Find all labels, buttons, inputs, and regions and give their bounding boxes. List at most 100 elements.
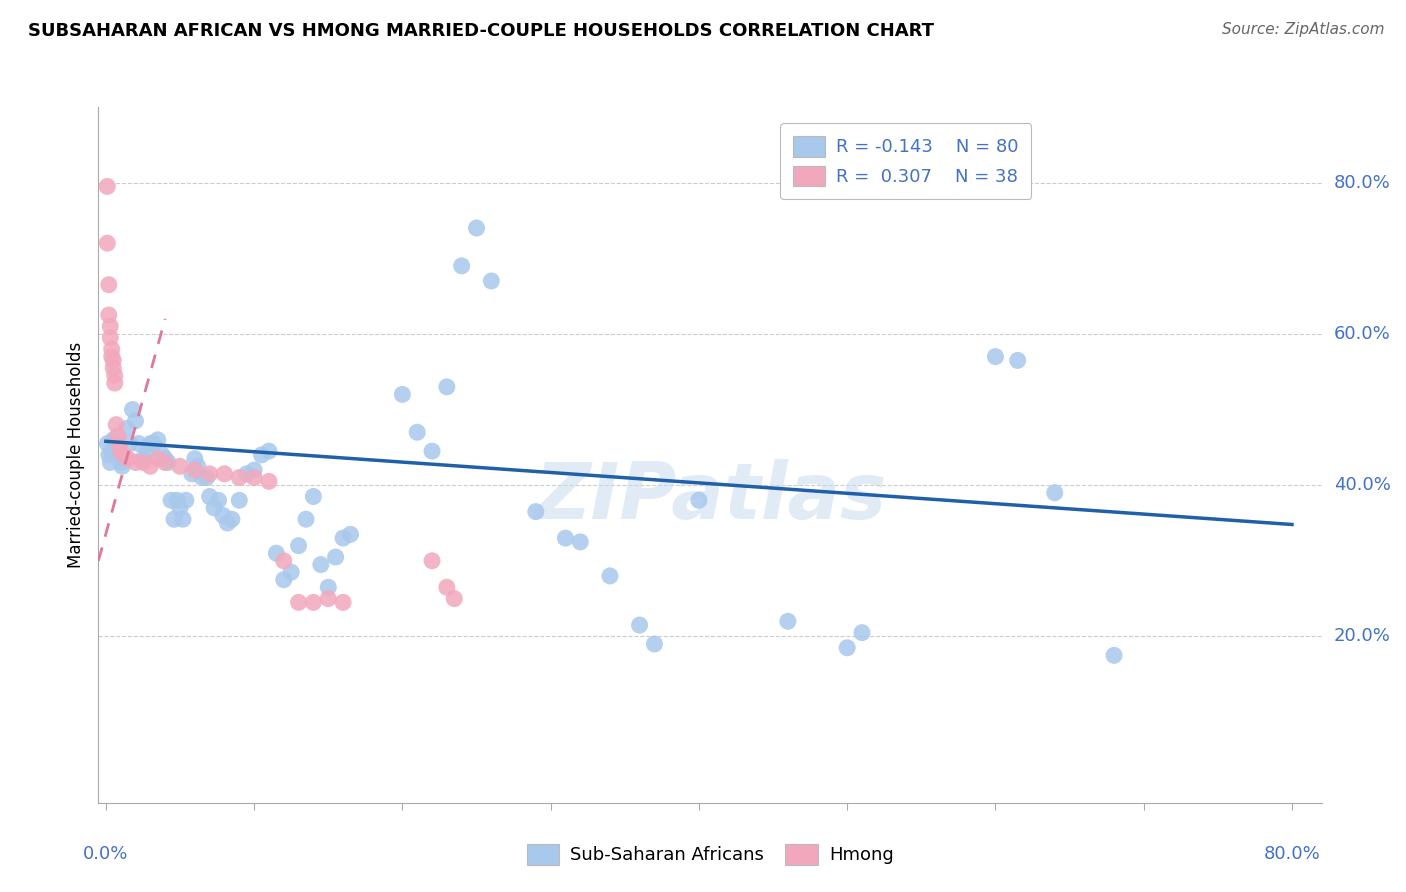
- Point: [127, 436, 149, 450]
- Point: [202, 500, 225, 515]
- Point: [273, 573, 295, 587]
- Point: [266, 546, 288, 560]
- Point: [121, 402, 143, 417]
- Point: [1102, 648, 1125, 663]
- Point: [325, 549, 347, 564]
- Point: [302, 595, 325, 609]
- Point: [108, 451, 131, 466]
- Point: [111, 459, 134, 474]
- Point: [110, 444, 132, 458]
- Point: [146, 451, 169, 466]
- Point: [153, 451, 176, 466]
- Point: [184, 463, 207, 477]
- Point: [132, 455, 155, 469]
- Point: [851, 625, 873, 640]
- Point: [339, 527, 361, 541]
- Point: [287, 595, 309, 609]
- Point: [1043, 485, 1066, 500]
- Point: [112, 448, 135, 462]
- Point: [443, 591, 465, 606]
- Point: [436, 380, 458, 394]
- Point: [217, 516, 239, 530]
- Point: [465, 221, 488, 235]
- Point: [139, 436, 162, 450]
- Point: [273, 554, 295, 568]
- Text: 60.0%: 60.0%: [1334, 325, 1391, 343]
- Point: [108, 436, 131, 450]
- Point: [150, 448, 173, 462]
- Point: [406, 425, 429, 440]
- Point: [187, 459, 209, 474]
- Point: [100, 350, 122, 364]
- Point: [157, 455, 180, 469]
- Point: [98, 331, 121, 345]
- Point: [100, 342, 122, 356]
- Point: [257, 475, 280, 489]
- Point: [628, 618, 651, 632]
- Point: [169, 500, 191, 515]
- Point: [105, 448, 128, 462]
- Point: [132, 451, 155, 466]
- Point: [198, 490, 221, 504]
- Text: 20.0%: 20.0%: [1334, 627, 1391, 646]
- Point: [97, 277, 120, 292]
- Point: [302, 490, 325, 504]
- Point: [103, 353, 125, 368]
- Point: [103, 360, 125, 375]
- Point: [169, 459, 191, 474]
- Point: [420, 554, 443, 568]
- Text: Source: ZipAtlas.com: Source: ZipAtlas.com: [1222, 22, 1385, 37]
- Point: [136, 444, 159, 458]
- Point: [221, 512, 243, 526]
- Point: [139, 459, 162, 474]
- Point: [309, 558, 332, 572]
- Point: [287, 539, 309, 553]
- Text: 80.0%: 80.0%: [1264, 845, 1320, 863]
- Point: [524, 505, 547, 519]
- Point: [104, 376, 127, 390]
- Point: [391, 387, 413, 401]
- Text: 80.0%: 80.0%: [1334, 174, 1391, 192]
- Point: [160, 493, 183, 508]
- Point: [98, 319, 121, 334]
- Point: [107, 444, 129, 458]
- Text: ZIPatlas: ZIPatlas: [534, 458, 886, 534]
- Point: [124, 414, 146, 428]
- Point: [316, 580, 339, 594]
- Point: [554, 531, 576, 545]
- Point: [280, 565, 302, 579]
- Text: 40.0%: 40.0%: [1334, 476, 1391, 494]
- Point: [569, 534, 592, 549]
- Point: [142, 436, 165, 450]
- Point: [118, 436, 141, 450]
- Point: [228, 493, 250, 508]
- Point: [984, 350, 1007, 364]
- Point: [104, 368, 127, 383]
- Point: [295, 512, 318, 526]
- Point: [103, 433, 125, 447]
- Point: [450, 259, 472, 273]
- Point: [97, 448, 120, 462]
- Point: [837, 640, 859, 655]
- Point: [110, 455, 132, 469]
- Point: [174, 493, 197, 508]
- Point: [688, 493, 710, 508]
- Point: [228, 470, 250, 484]
- Point: [599, 569, 621, 583]
- Point: [104, 436, 127, 450]
- Point: [124, 455, 146, 469]
- Point: [212, 508, 235, 523]
- Legend: Sub-Saharan Africans, Hmong: Sub-Saharan Africans, Hmong: [517, 835, 903, 874]
- Point: [107, 429, 129, 443]
- Point: [214, 467, 236, 481]
- Point: [163, 512, 186, 526]
- Point: [105, 417, 128, 432]
- Point: [153, 455, 176, 469]
- Point: [257, 444, 280, 458]
- Point: [198, 467, 221, 481]
- Text: SUBSAHARAN AFRICAN VS HMONG MARRIED-COUPLE HOUSEHOLDS CORRELATION CHART: SUBSAHARAN AFRICAN VS HMONG MARRIED-COUP…: [28, 22, 934, 40]
- Point: [235, 467, 257, 481]
- Point: [243, 470, 266, 484]
- Point: [100, 444, 122, 458]
- Point: [436, 580, 458, 594]
